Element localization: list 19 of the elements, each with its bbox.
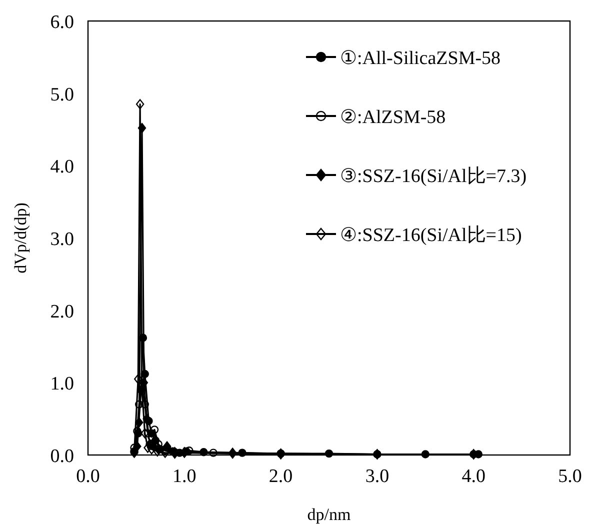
x-tick-label: 3.0 — [365, 466, 390, 487]
legend-label: ①:All-SilicaZSM-58 — [340, 48, 501, 69]
y-tick-label: 4.0 — [50, 156, 74, 178]
y-tick-label: 2.0 — [50, 301, 74, 322]
x-tick-label: 0.0 — [76, 466, 100, 487]
y-axis-title: dVp/d(dp) — [11, 202, 30, 274]
x-tick-label: 2.0 — [268, 466, 293, 487]
y-tick-label: 5.0 — [50, 84, 74, 106]
legend-label: ②:AlZSM-58 — [340, 107, 446, 128]
x-axis-title: dp/nm — [307, 505, 351, 524]
y-tick-label: 6.0 — [50, 12, 74, 33]
x-tick-label: 5.0 — [558, 466, 582, 487]
legend-label: ③:SSZ-16(Si/Al比=7.3) — [340, 166, 527, 187]
x-tick-label: 1.0 — [172, 466, 196, 487]
y-tick-label: 3.0 — [50, 229, 74, 250]
y-tick-label: 0.0 — [50, 446, 74, 467]
legend-label: ④:SSZ-16(Si/Al比=15) — [340, 225, 522, 246]
x-tick-label: 4.0 — [462, 466, 486, 487]
y-tick-label: 1.0 — [50, 374, 74, 395]
